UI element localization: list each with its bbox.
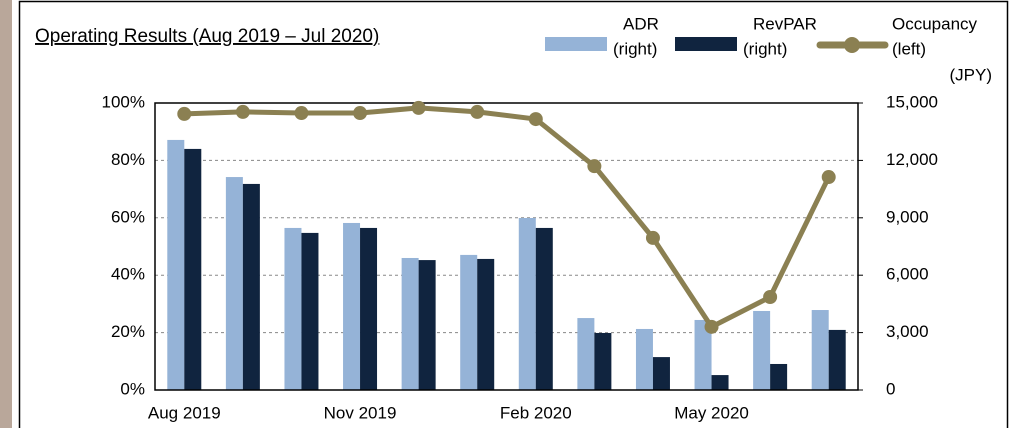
bar xyxy=(518,217,536,390)
chart-title: Operating Results (Aug 2019 – Jul 2020) xyxy=(35,26,379,47)
bar xyxy=(225,177,243,390)
bar xyxy=(711,375,729,390)
point xyxy=(470,104,485,119)
y-tick-label: 0% xyxy=(120,379,145,398)
photo-strip xyxy=(0,0,12,428)
legend-label: Occupancy xyxy=(892,14,978,33)
legend-swatch xyxy=(545,37,607,51)
y2-tick-label: 15,000 xyxy=(886,92,938,111)
point xyxy=(528,112,543,127)
bar xyxy=(301,232,319,390)
bar xyxy=(167,139,185,390)
plot-border xyxy=(154,102,859,391)
y2-tick-label: 9,000 xyxy=(886,207,929,226)
y-tick-label: 20% xyxy=(111,322,145,341)
line xyxy=(184,105,831,330)
legend-swatch xyxy=(844,37,860,53)
bar xyxy=(770,363,788,390)
y-tick-label: 80% xyxy=(111,150,145,169)
point xyxy=(177,106,192,121)
y-tick-label: 60% xyxy=(111,207,145,226)
legend-note: (right) xyxy=(743,39,787,58)
bar xyxy=(184,148,202,390)
x-tick-label: Aug 2019 xyxy=(148,403,221,422)
bar xyxy=(343,222,361,390)
bar xyxy=(418,260,436,390)
legend-label: RevPAR xyxy=(753,14,817,33)
legend-label: ADR xyxy=(623,14,659,33)
bar xyxy=(477,258,495,390)
legend-note: (right) xyxy=(613,39,657,58)
y2-tick-label: 6,000 xyxy=(886,265,929,284)
bar xyxy=(284,227,302,390)
bar xyxy=(242,183,260,390)
point xyxy=(763,290,778,305)
point xyxy=(587,159,602,174)
legend-note: (left) xyxy=(892,39,926,58)
point xyxy=(294,106,309,121)
point xyxy=(235,104,250,119)
y2-unit: (JPY) xyxy=(950,65,993,84)
bar xyxy=(594,332,612,390)
point xyxy=(353,106,368,121)
x-tick-label: Feb 2020 xyxy=(500,403,572,422)
bar xyxy=(811,310,829,390)
bar xyxy=(652,357,670,390)
bar xyxy=(577,318,595,390)
point xyxy=(645,230,660,245)
y2-tick-label: 3,000 xyxy=(886,322,929,341)
point xyxy=(704,319,719,334)
point xyxy=(821,170,836,185)
x-tick-label: May 2020 xyxy=(674,403,749,422)
bar xyxy=(828,329,846,390)
bar xyxy=(535,227,553,390)
bar xyxy=(753,310,771,390)
y2-tick-label: 0 xyxy=(886,379,895,398)
bar xyxy=(360,227,378,390)
x-tick-label: Nov 2019 xyxy=(324,403,397,422)
bar xyxy=(635,328,653,390)
y-tick-label: 40% xyxy=(111,265,145,284)
y2-tick-label: 12,000 xyxy=(886,150,938,169)
bar xyxy=(460,254,478,390)
bar xyxy=(694,319,712,390)
legend-swatch xyxy=(675,37,737,51)
bar xyxy=(401,257,419,390)
y-tick-label: 100% xyxy=(102,92,145,111)
point xyxy=(411,100,426,115)
